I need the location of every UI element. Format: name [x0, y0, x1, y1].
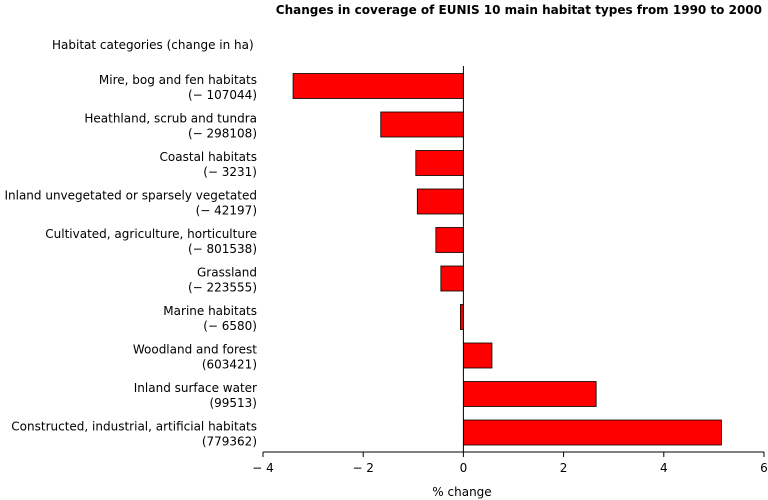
bar	[462, 419, 722, 446]
bar	[415, 150, 464, 176]
chart-title: Changes in coverage of EUNIS 10 main hab…	[276, 3, 762, 17]
category-label: Coastal habitats	[160, 150, 257, 164]
category-change-label: (779362)	[202, 435, 257, 449]
category-change-label: (− 6580)	[203, 319, 257, 333]
x-tick-label: 0	[460, 461, 468, 475]
category-change-label: (99513)	[209, 396, 257, 410]
category-change-label: (− 3231)	[203, 165, 257, 179]
x-axis-ticks: − 4 − 2 0 2 4 6	[252, 452, 768, 475]
bar	[462, 342, 493, 369]
category-labels: Mire, bog and fen habitats(− 107044) Heat…	[4, 73, 257, 449]
category-label: Cultivated, agriculture, horticulture	[45, 227, 257, 241]
x-tick-label: 4	[660, 461, 668, 475]
bar	[440, 265, 464, 292]
category-label: Heathland, scrub and tundra	[84, 112, 257, 126]
bar	[380, 111, 464, 138]
bar	[292, 73, 464, 99]
category-label: Grassland	[197, 266, 257, 280]
category-label: Inland unvegetated or sparsely vegetated	[4, 189, 257, 203]
category-label: Woodland and forest	[133, 343, 257, 357]
category-label: Marine habitats	[163, 304, 257, 318]
x-tick-label: 2	[560, 461, 568, 475]
category-label: Constructed, industrial, artificial habi…	[11, 420, 257, 434]
category-change-label: (− 801538)	[188, 242, 257, 256]
x-tick-label: − 2	[352, 461, 374, 475]
category-change-label: (− 298108)	[188, 127, 257, 141]
category-change-label: (− 42197)	[196, 204, 257, 218]
bar	[416, 188, 464, 215]
x-tick-label: − 4	[252, 461, 274, 475]
category-change-label: (603421)	[202, 358, 257, 372]
category-label: Mire, bog and fen habitats	[99, 73, 257, 87]
bar	[462, 381, 597, 407]
x-tick-label: 6	[760, 461, 768, 475]
category-change-label: (− 107044)	[188, 88, 257, 102]
chart-subtitle: Habitat categories (change in ha)	[52, 38, 254, 52]
category-label: Inland surface water	[134, 381, 257, 395]
bar	[435, 227, 464, 253]
bars-group	[292, 73, 722, 446]
category-change-label: (− 223555)	[188, 281, 257, 295]
x-axis-label: % change	[432, 485, 491, 499]
